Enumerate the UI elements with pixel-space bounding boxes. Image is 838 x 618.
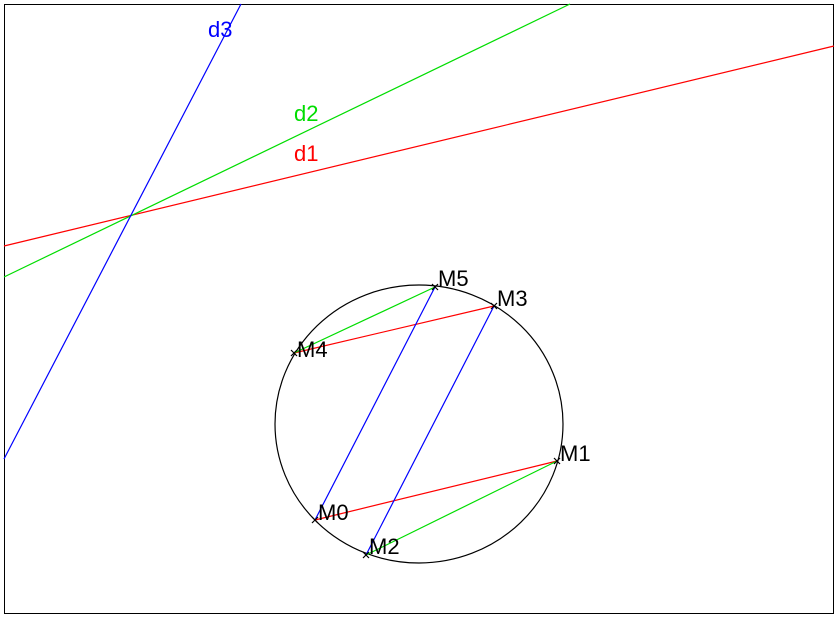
point-marker-m4-b [290, 349, 298, 357]
segment-m3-m4 [293, 305, 495, 354]
segment-m4-m5 [293, 286, 436, 354]
point-label-m0: M0 [318, 500, 349, 525]
point-label-m5: M5 [438, 266, 469, 291]
segments-layer [293, 286, 558, 556]
point-m1: M1 [553, 441, 591, 466]
segment-m0-m1 [314, 460, 558, 521]
line-d3 [3, 3, 242, 460]
point-m5: M5 [431, 266, 469, 291]
point-label-m3: M3 [497, 286, 528, 311]
lines-layer: d1 d2 d3 [3, 3, 835, 460]
line-d1 [3, 45, 835, 247]
plot-frame [4, 4, 834, 614]
line-label-d2: d2 [294, 101, 318, 126]
point-m2: M2 [362, 534, 400, 559]
points-layer: M0 M1 M2 M3 M4 M5 [290, 266, 591, 559]
point-label-m1: M1 [560, 441, 591, 466]
point-m3: M3 [490, 286, 528, 311]
line-label-d3: d3 [208, 17, 232, 42]
point-label-m4: M4 [297, 337, 328, 362]
point-marker-m2-b [362, 551, 370, 559]
point-m4: M4 [290, 337, 328, 362]
point-label-m2: M2 [369, 534, 400, 559]
segment-m5-m0 [314, 286, 436, 521]
segment-m1-m2 [365, 460, 558, 556]
point-marker-m3-b [490, 302, 498, 310]
point-m0: M0 [311, 500, 349, 525]
line-label-d1: d1 [294, 141, 318, 166]
point-marker-m0-b [311, 516, 319, 524]
line-d2 [3, 3, 571, 278]
circle [274, 284, 564, 564]
circle-layer [274, 284, 564, 564]
point-marker-m5-b [431, 283, 439, 291]
point-marker-m1-b [553, 457, 561, 465]
segment-m2-m3 [365, 305, 495, 556]
